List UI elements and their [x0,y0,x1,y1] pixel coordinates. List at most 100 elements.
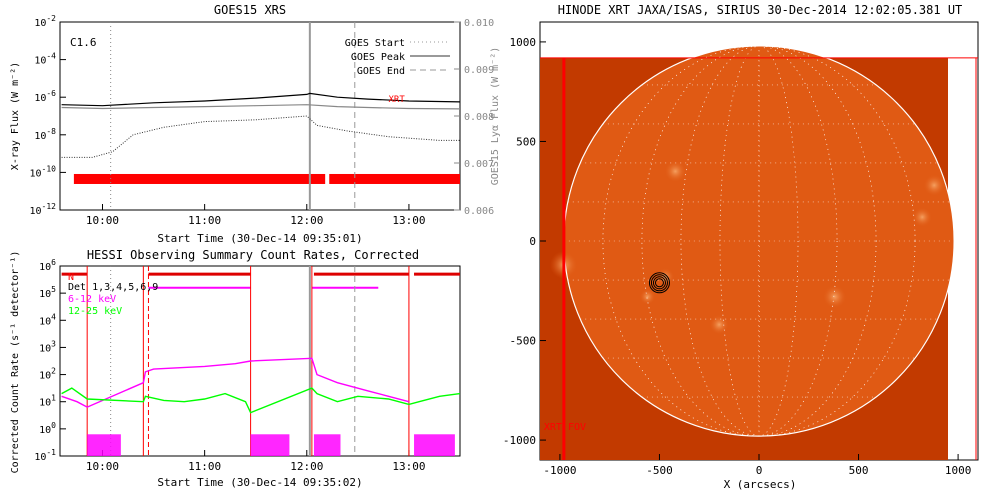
hessi-title: HESSI Observing Summary Count Rates, Cor… [87,248,419,262]
xrt-bright-region [912,207,933,228]
goes-y-label: X-ray Flux (W m⁻²) [10,62,21,170]
goes-long-series [61,92,461,107]
xrt-flare-contour [652,276,666,290]
goes-x-axis: 10:00 11:00 12:00 13:00 [86,204,425,227]
goes-y-tick-label: 10-4 [34,52,56,67]
xrt-longitude-line [680,45,838,437]
goes-x-tick-label: 13:00 [392,214,425,227]
goes-y-tick-label: 10-12 [30,202,57,217]
hessi-y-tick-label: 100 [39,421,56,436]
hessi-night-bar [414,272,460,276]
goes-y2-tick-label: 0.006 [464,206,494,217]
xrt-bright-region [639,288,656,305]
xrt-y-axis: 1000 500 0 -500 -1000 [503,36,546,447]
xrt-bright-region [822,284,847,309]
goes-y2-label: GOES15 Lyα Flux (W m⁻²) [490,47,501,185]
xrt-longitude-line [602,45,916,437]
hessi-y-tick-label: 105 [39,285,56,300]
xrt-y-tick-label: -500 [510,335,537,348]
xrt-panel: HINODE XRT JAXA/ISAS, SIRIUS 30-Dec-2014… [503,3,979,491]
xrt-image: XRT FOV [540,45,978,460]
hessi-noise-block [87,434,121,456]
xrt-title: HINODE XRT JAXA/ISAS, SIRIUS 30-Dec-2014… [558,3,963,17]
goes-lya-series [61,104,461,110]
hessi-legend-label: 12-25 keV [68,306,122,317]
goes-legend-label: GOES Peak [351,52,405,63]
hessi-6-12-series [61,357,410,408]
goes-y-tick-label: 10-10 [30,164,57,179]
goes-y2-tick-label: 0.008 [464,112,494,123]
goes-legend-label: GOES End [357,66,405,77]
goes-data-bar [329,173,460,184]
hessi-y-tick-label: 10-1 [34,448,56,463]
goes-x-label: Start Time (30-Dec-14 09:35:01) [157,232,362,245]
xrt-bright-region [709,314,730,335]
xrt-x-tick-label: -500 [646,464,673,477]
xrt-x-tick-label: 0 [756,464,763,477]
goes-short-series [61,115,460,158]
xrt-grid [563,45,955,437]
hessi-legend-label: Det 1,3,4,5,6,9 [68,282,158,293]
xrt-fov-label: XRT FOV [544,422,586,433]
hessi-night-bar [313,272,409,276]
xrt-y-tick-label: 0 [529,235,536,248]
hessi-x-label: Start Time (30-Dec-14 09:35:02) [157,476,362,489]
xrt-flare-contour [648,272,670,294]
hessi-marks: N [61,266,461,456]
hessi-noise-block [313,434,341,456]
goes-x-tick-label: 10:00 [86,214,119,227]
xrt-bright-region [923,174,946,197]
hessi-y-tick-label: 102 [39,367,56,382]
hessi-y-axis: 106 105 104 103 102 101 100 10-1 [34,258,66,463]
goes-y-tick-label: 10-6 [34,89,56,104]
xrt-x-tick-label: -1000 [543,464,576,477]
goes-y2-axis: 0.010 0.009 0.008 0.007 0.006 [454,18,494,217]
xrt-y-tick-label: 500 [516,135,536,148]
xrt-y-tick-label: -1000 [503,434,536,447]
goes-x-tick-label: 12:00 [290,214,323,227]
hessi-x-tick-label: 10:00 [86,460,119,473]
goes-y-axis: 10-2 10-4 10-6 10-8 10-10 10-12 [30,14,66,217]
hessi-noise-block [250,434,290,456]
hessi-y-tick-label: 101 [39,394,56,409]
xrt-x-tick-label: 500 [849,464,869,477]
goes-title: GOES15 XRS [214,3,286,17]
goes-y-tick-label: 10-2 [34,14,56,29]
hessi-x-tick-label: 13:00 [392,460,425,473]
xrt-bright-region [664,160,687,183]
goes-flare-class: C1.6 [70,36,97,49]
goes-panel: GOES15 XRS 10-2 10-4 10-6 10-8 10-10 10-12 0.… [10,3,501,245]
goes-y2-tick-label: 0.007 [464,159,494,170]
hessi-12-25-series [61,387,461,414]
goes-x-tick-label: 11:00 [188,214,221,227]
goes-y2-tick-label: 0.009 [464,65,494,76]
goes-legend-label: GOES Start [345,38,405,49]
hessi-noise-block [414,434,455,456]
hessi-panel: HESSI Observing Summary Count Rates, Cor… [10,248,461,489]
hessi-y-tick-label: 106 [39,258,56,273]
hessi-x-axis: 10:00 11:00 12:00 13:00 [86,450,425,473]
goes-legend: GOES Start GOES Peak GOES End [345,38,450,77]
goes-xrt-marker: XRT [388,95,405,105]
hessi-x-tick-label: 11:00 [188,460,221,473]
hessi-y-tick-label: 104 [39,312,56,327]
hessi-legend-label: 6-12 keV [68,294,116,305]
goes-y2-tick-label: 0.010 [464,18,494,29]
xrt-x-axis: -1000 -500 0 500 1000 [543,454,971,477]
hessi-y-tick-label: 103 [39,339,56,354]
xrt-x-label: X (arcsecs) [724,478,797,491]
xrt-x-tick-label: 1000 [945,464,972,477]
xrt-flare-contour [654,278,664,288]
goes-marks: XRT [61,22,461,210]
hessi-night-bar [61,272,88,276]
hessi-night-bar [148,272,251,276]
hessi-x-tick-label: 12:00 [290,460,323,473]
xrt-longitude-line [641,45,877,437]
goes-y-tick-label: 10-8 [34,127,56,142]
hessi-y-label: Corrected Count Rate (s⁻¹ detector⁻¹) [10,251,21,474]
hessi-n-label: N [68,272,74,283]
xrt-y-tick-label: 1000 [510,36,537,49]
xrt-flare-contour [650,274,668,292]
